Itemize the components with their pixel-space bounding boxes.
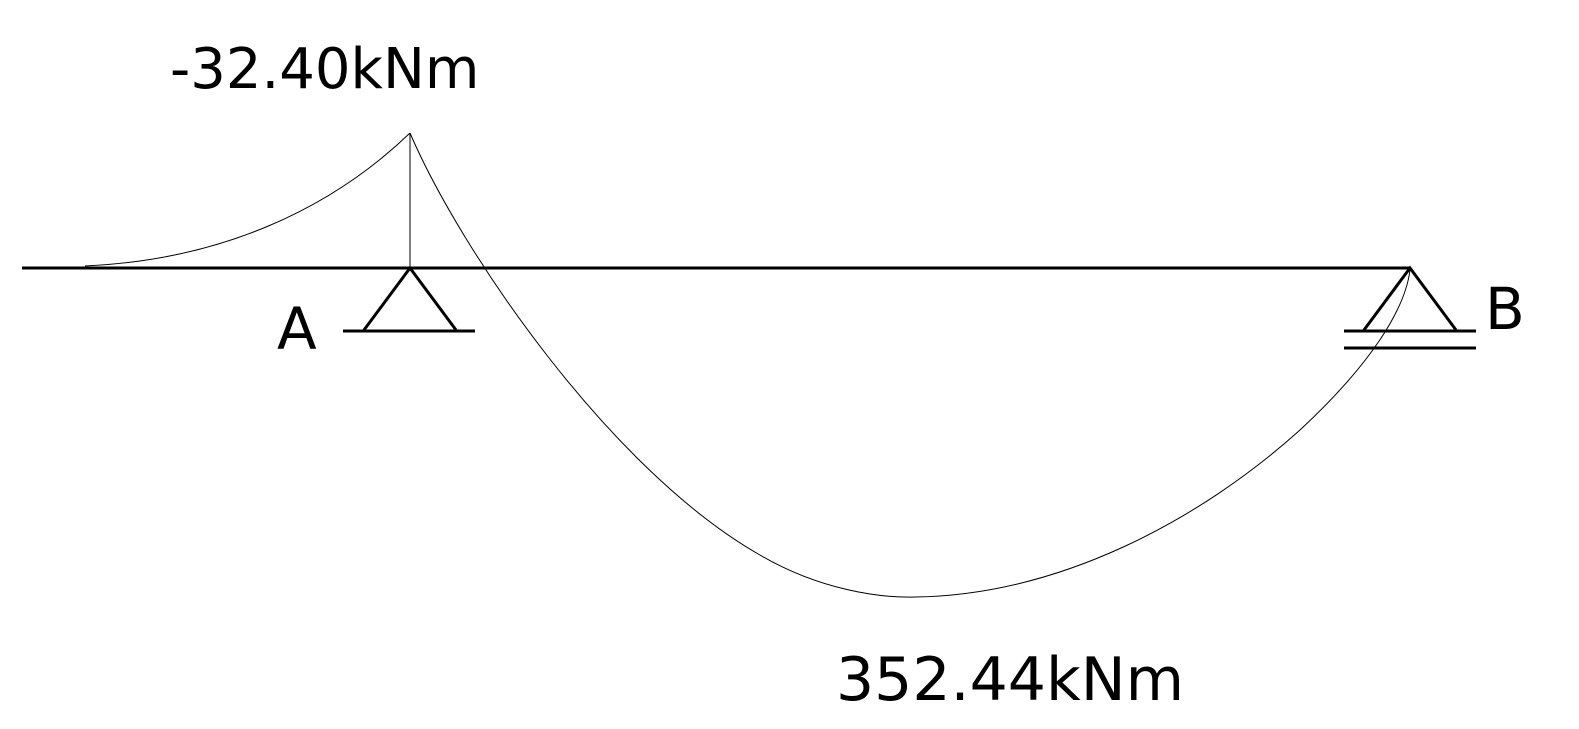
support-b-label: B bbox=[1485, 275, 1525, 343]
cantilever-moment-curve bbox=[84, 132, 411, 267]
negative-moment-label: -32.40kNm bbox=[170, 37, 480, 102]
support-a-label: A bbox=[277, 295, 317, 363]
span-moment-curve bbox=[409, 132, 1411, 598]
support-a-pinned-icon bbox=[343, 265, 475, 333]
positive-moment-label: 352.44kNm bbox=[836, 645, 1185, 715]
support-b-roller-icon bbox=[1344, 265, 1476, 350]
